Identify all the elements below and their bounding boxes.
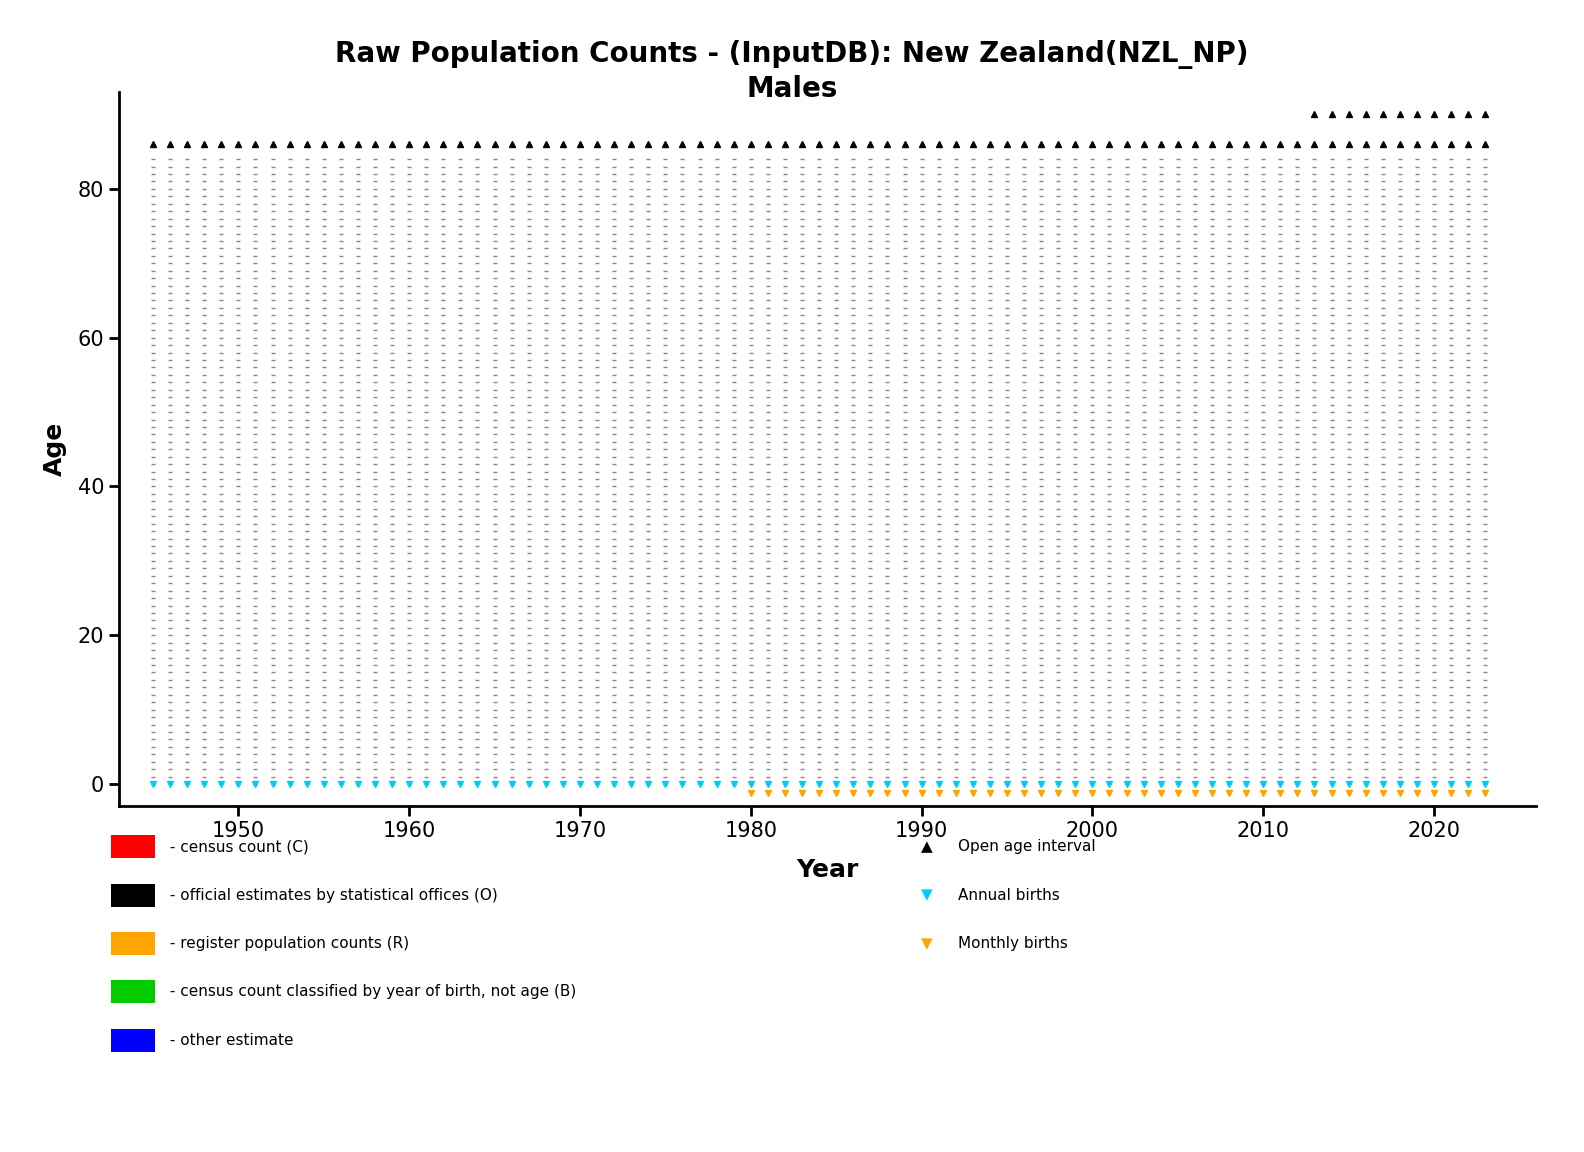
X-axis label: Year: Year [797, 857, 859, 881]
Text: ▼: ▼ [920, 887, 933, 903]
Text: - register population counts (R): - register population counts (R) [165, 935, 409, 952]
Text: Annual births: Annual births [958, 887, 1060, 903]
Text: Raw Population Counts - (InputDB): New Zealand(NZL_NP): Raw Population Counts - (InputDB): New Z… [336, 40, 1248, 69]
Text: - other estimate: - other estimate [165, 1032, 293, 1048]
Text: Males: Males [746, 75, 838, 103]
Text: - official estimates by statistical offices (O): - official estimates by statistical offi… [165, 887, 497, 903]
Text: Monthly births: Monthly births [958, 935, 1068, 952]
Text: ▼: ▼ [920, 935, 933, 952]
Text: Open age interval: Open age interval [958, 839, 1096, 855]
Y-axis label: Age: Age [43, 422, 67, 477]
Text: - census count classified by year of birth, not age (B): - census count classified by year of bir… [165, 984, 577, 1000]
Text: ▲: ▲ [920, 839, 933, 855]
Text: - census count (C): - census count (C) [165, 839, 309, 855]
